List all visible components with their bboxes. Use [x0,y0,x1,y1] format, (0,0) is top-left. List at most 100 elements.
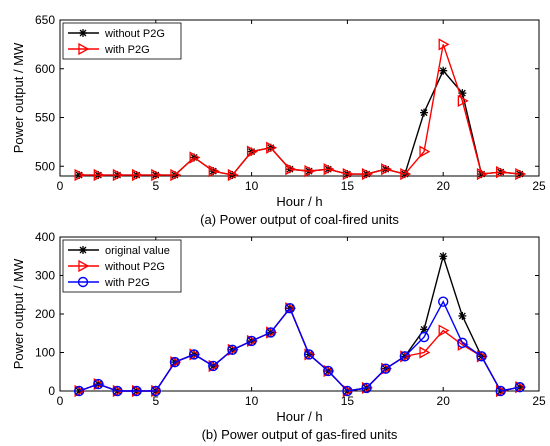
data-point [400,167,412,181]
data-point [208,360,219,372]
data-point [380,363,391,374]
x-tick-label: 20 [437,394,451,408]
y-axis-label: Power output / MW [11,258,26,369]
series-line [79,69,520,176]
marker-stroke [420,325,428,333]
x-tick-label: 5 [152,394,159,408]
data-point [342,167,354,181]
data-point [381,163,393,176]
series-without-p2g [74,302,527,398]
data-point [188,349,200,360]
data-point [457,337,468,349]
marker-stroke [439,252,447,260]
data-point [78,42,90,56]
data-point [438,38,450,51]
data-point [93,378,104,390]
legend-label: without P2G [104,261,165,273]
legend-item: with P2G [68,42,150,56]
marker-stroke [458,312,466,320]
data-point [227,344,238,356]
plot-frame [59,19,540,177]
legend-label: with P2G [104,44,150,56]
data-point [361,382,372,394]
legend-label: with P2G [104,277,150,289]
data-point [284,303,296,314]
data-point [514,381,526,393]
chart-caption: (b) Power output of gas-fired units [202,427,398,442]
y-tick-label: 0 [48,384,55,398]
series-line [78,306,520,392]
x-axis-label: Hour / h [276,194,322,209]
data-point [265,327,276,338]
data-point [112,168,124,182]
data-point [515,167,527,181]
axis-ticks: 0 5 10 15 20 25 0 100 200 300 400 [35,230,546,408]
x-tick-label: 15 [341,394,355,408]
data-point [169,356,181,368]
data-point [439,66,448,75]
data-point [361,167,373,181]
legend-item: without P2G [68,28,165,40]
coal-fired-chart: 0 5 10 15 20 25 500 550 600 650 without P2G with P… [11,13,546,227]
legend-label: without P2G [104,28,165,40]
data-point [74,168,86,182]
legend-item: without P2G [68,259,165,273]
x-tick-label: 15 [341,179,355,193]
x-tick-label: 0 [57,394,64,408]
data-point [266,141,278,154]
data-point [208,165,220,178]
data-point [458,311,467,320]
legend-item: original value [68,245,170,257]
data-point [438,324,450,337]
data-point [304,165,316,178]
data-point [170,168,182,182]
data-point [303,349,315,360]
data-point [399,351,411,362]
data-point [78,259,90,273]
data-point [342,385,353,397]
legend-label: original value [105,245,170,257]
data-point [246,145,258,158]
data-point [227,168,239,182]
legend: without P2G with P2G [62,22,182,60]
data-point [77,276,89,288]
x-tick-label: 0 [57,179,64,193]
y-tick-label: 100 [35,346,55,360]
x-tick-label: 10 [245,179,259,193]
legend: original value without P2G with P2G [62,239,182,293]
y-tick-label: 550 [35,111,55,125]
x-axis-label: Hour / h [276,409,322,424]
x-tick-label: 5 [152,179,159,193]
marker-stroke [79,29,87,37]
data-point [420,325,429,334]
marker-stroke [79,246,87,254]
marker-stroke [420,109,428,117]
data-point [189,151,201,164]
x-tick-label: 25 [532,394,546,408]
data-point [457,94,469,108]
data-point [323,163,335,176]
data-point [285,163,297,176]
data-point [131,385,142,397]
data-point [79,29,87,37]
data-point [323,365,334,377]
y-tick-label: 200 [35,307,55,321]
marker-stroke [439,67,447,75]
y-tick-label: 400 [35,230,55,244]
x-tick-label: 20 [437,179,451,193]
series-with-p2g [74,38,527,182]
series-group [73,252,527,398]
data-point [79,246,87,254]
data-point [476,167,488,181]
data-point [93,168,105,182]
data-point [496,165,508,179]
data-point [150,385,162,397]
data-point [419,346,431,359]
y-axis-label: Power output / MW [11,42,26,153]
y-tick-label: 300 [35,269,55,283]
data-point [420,108,429,117]
data-point [246,335,257,347]
axis-ticks: 0 5 10 15 20 25 500 550 600 650 [35,13,546,193]
data-point [112,385,123,397]
